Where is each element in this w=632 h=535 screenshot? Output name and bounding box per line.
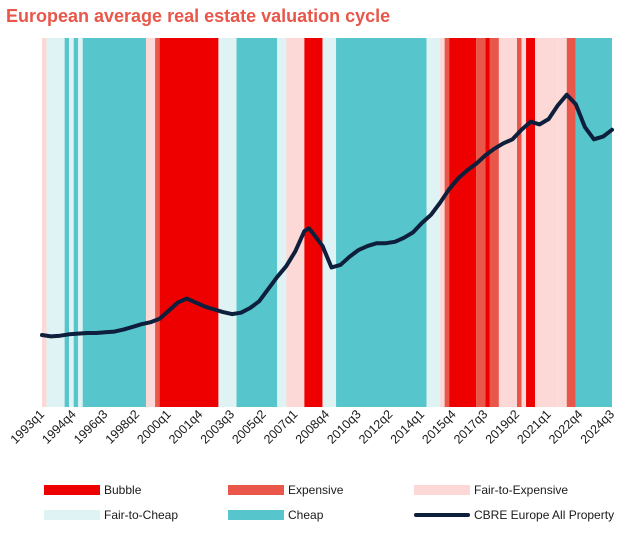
chart-legend: Bubble Expensive Fair-to-Expensive Fair-to-…	[0, 480, 632, 530]
regime-band	[489, 38, 499, 407]
chart-title: European average real estate valuation c…	[6, 6, 391, 26]
x-tick-label: 2017q3	[451, 407, 490, 446]
legend-label: Bubble	[104, 483, 142, 497]
regime-band	[82, 38, 147, 407]
legend-color-swatch	[414, 485, 470, 495]
legend-color-swatch	[228, 485, 284, 495]
regime-band	[444, 38, 450, 407]
regime-band	[566, 38, 576, 407]
regime-band	[521, 38, 527, 407]
legend-item: Bubble	[44, 480, 141, 500]
legend-label: Fair-to-Expensive	[474, 483, 569, 497]
x-tick-label: 2005q2	[229, 407, 268, 446]
x-tick-label: 1998q2	[103, 407, 142, 446]
regime-band	[73, 38, 79, 407]
x-tick-label: 2014q1	[388, 407, 427, 446]
x-tick-label: 2019q2	[483, 407, 522, 446]
regime-band	[449, 38, 477, 407]
legend-color-swatch	[228, 510, 284, 520]
regime-band	[526, 38, 536, 407]
legend-item: Expensive	[228, 480, 343, 500]
legend-label: Fair-to-Cheap	[104, 508, 179, 522]
x-tick-label: 2010q3	[324, 407, 363, 446]
x-tick-label: 1993q1	[8, 407, 47, 446]
regime-band	[46, 38, 65, 407]
regime-band	[78, 38, 83, 407]
x-tick-label: 1994q4	[39, 407, 78, 446]
legend-label: Cheap	[288, 508, 324, 522]
x-tick-label: 2012q2	[356, 407, 395, 446]
regime-band	[336, 38, 427, 407]
regime-band	[498, 38, 517, 407]
regime-band	[155, 38, 160, 407]
regime-band	[42, 38, 47, 407]
regime-band	[286, 38, 305, 407]
regime-band	[159, 38, 219, 407]
regime-band	[277, 38, 287, 407]
x-tick-label: 2000q1	[134, 407, 173, 446]
regime-band	[535, 38, 558, 407]
regime-band	[218, 38, 237, 407]
series-line	[40, 92, 614, 339]
x-tick-label: 2001q4	[166, 407, 205, 446]
legend-label: Expensive	[288, 483, 344, 497]
x-tick-label: 2007q1	[261, 407, 300, 446]
regime-band	[304, 38, 323, 407]
x-axis-ticks: 1993q11994q41996q31998q22000q12001q42003…	[8, 407, 617, 446]
legend-label: CBRE Europe All Property	[474, 508, 615, 522]
legend-color-swatch	[44, 510, 100, 520]
x-tick-label: 2021q1	[514, 407, 553, 446]
legend-item: Cheap	[228, 505, 323, 525]
regime-band	[236, 38, 278, 407]
x-tick-label: 2008q4	[293, 407, 332, 446]
regime-band	[557, 38, 567, 407]
legend-item: Fair-to-Cheap	[44, 505, 178, 525]
regime-band	[64, 38, 70, 407]
regime-band	[146, 38, 156, 407]
regime-band	[69, 38, 74, 407]
regime-band	[476, 38, 486, 407]
regime-band	[426, 38, 441, 407]
x-tick-label: 2024q3	[578, 407, 617, 446]
regime-band	[322, 38, 337, 407]
chart-area: 1993q11994q41996q31998q22000q12001q42003…	[8, 38, 617, 447]
regime-band	[575, 38, 612, 407]
x-tick-label: 1996q3	[71, 407, 110, 446]
legend-line-swatch	[414, 513, 470, 517]
x-tick-label: 2015q4	[419, 407, 458, 446]
regime-bands	[42, 38, 612, 407]
x-tick-label: 2022q4	[546, 407, 585, 446]
legend-item: Fair-to-Expensive	[414, 480, 568, 500]
regime-band	[440, 38, 445, 407]
x-tick-label: 2003q3	[198, 407, 237, 446]
legend-item: CBRE Europe All Property	[414, 505, 614, 525]
legend-color-swatch	[44, 485, 100, 495]
regime-band	[517, 38, 522, 407]
regime-band	[485, 38, 490, 407]
series-group	[40, 92, 614, 339]
